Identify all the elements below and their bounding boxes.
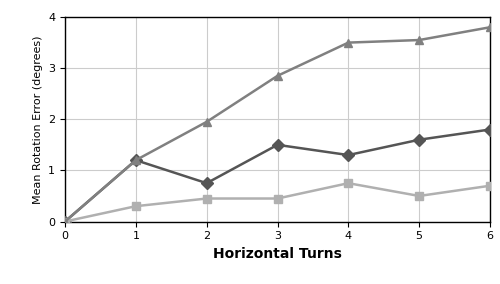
Sony Xperia Z2	[62, 220, 68, 223]
Google Pixel 2 XL	[346, 41, 352, 44]
Sony Xperia Z2	[487, 184, 493, 187]
Google Nexus 5	[62, 220, 68, 223]
Google Nexus 5	[346, 153, 352, 157]
Line: Google Nexus 5: Google Nexus 5	[61, 125, 494, 226]
Google Nexus 5	[416, 138, 422, 141]
Google Nexus 5	[204, 181, 210, 185]
Sony Xperia Z2	[416, 194, 422, 198]
Google Pixel 2 XL	[133, 158, 139, 162]
Sony Xperia Z2	[346, 181, 352, 185]
Sony Xperia Z2	[204, 197, 210, 200]
Google Nexus 5	[133, 158, 139, 162]
Google Nexus 5	[274, 143, 280, 147]
Google Pixel 2 XL	[62, 220, 68, 223]
Y-axis label: Mean Rotation Error (degrees): Mean Rotation Error (degrees)	[32, 35, 42, 204]
Google Pixel 2 XL	[274, 74, 280, 78]
Google Pixel 2 XL	[416, 38, 422, 42]
Sony Xperia Z2	[274, 197, 280, 200]
Line: Google Pixel 2 XL: Google Pixel 2 XL	[61, 23, 494, 226]
Sony Xperia Z2	[133, 204, 139, 208]
Google Pixel 2 XL	[487, 26, 493, 29]
Google Nexus 5	[487, 128, 493, 131]
X-axis label: Horizontal Turns: Horizontal Turns	[213, 247, 342, 261]
Line: Sony Xperia Z2: Sony Xperia Z2	[61, 179, 494, 226]
Google Pixel 2 XL	[204, 120, 210, 124]
